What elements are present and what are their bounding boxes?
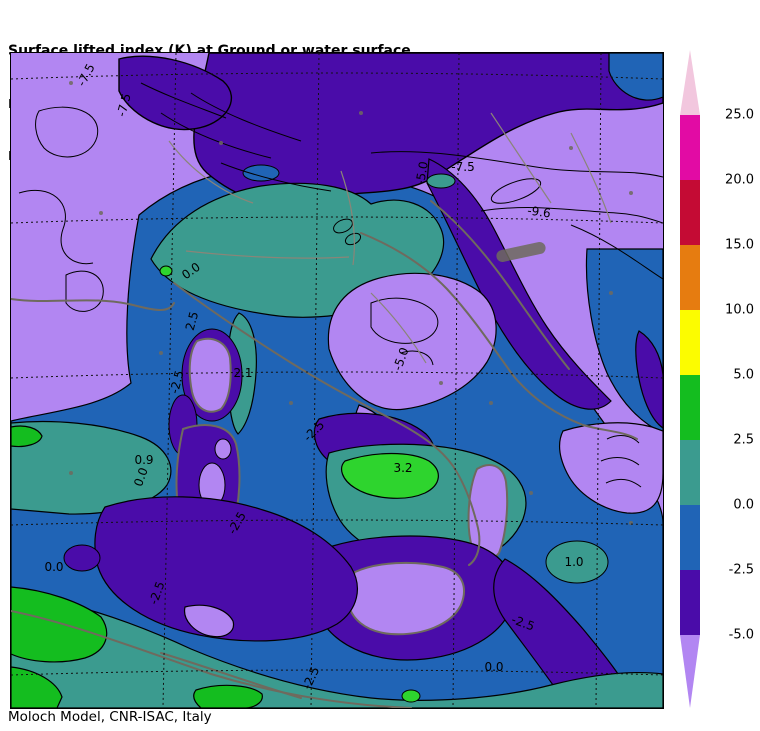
colorbar-tick-label: 5.0 <box>733 367 754 383</box>
region-blue-topright-corner <box>608 53 663 101</box>
colorbar-segment-0.0-2.5 <box>680 440 700 505</box>
credit-caption: Moloch Model, CNR-ISAC, Italy <box>8 709 212 725</box>
meridian-2 <box>310 53 320 708</box>
meridian-4 <box>595 53 602 708</box>
region-apulia-albania-lavender <box>558 422 663 514</box>
border-alps-west <box>168 140 254 204</box>
region-alps-blue-patch <box>242 164 280 182</box>
colorbar-segment-5.0-10.0 <box>680 310 700 375</box>
colorbar-tick-label: -2.5 <box>728 562 754 578</box>
region-green-left-edge <box>11 425 43 448</box>
contour-alps-noise <box>140 82 332 192</box>
colorbar-segment--2.5-0.0 <box>680 505 700 570</box>
coast-croatia <box>430 200 570 370</box>
region-alps-teal-patch-2 <box>426 173 456 189</box>
contour-nw-loop <box>35 106 99 158</box>
region-africa-teal-band <box>11 592 663 708</box>
colorbar-segment-20.0-25.0 <box>680 115 700 180</box>
contour-nw-wiggle <box>18 189 94 265</box>
contour-albania-noise <box>600 435 642 488</box>
colorbar-tick-label: 0.0 <box>733 497 754 513</box>
coast-africa <box>11 610 412 708</box>
coast-france <box>11 298 175 311</box>
region-green-africa-west <box>11 586 108 663</box>
colorbar-segment-15.0-20.0 <box>680 180 700 245</box>
coast-tunisia <box>160 652 302 699</box>
colorbar-tick-label: -5.0 <box>728 627 754 643</box>
meridian-3 <box>452 53 460 708</box>
parallel-1 <box>11 72 663 80</box>
colorbar-segment-above-25.0 <box>680 50 700 115</box>
border-balkan-1 <box>490 112 552 204</box>
colorbar-segment-2.5-5.0 <box>680 375 700 440</box>
colorbar-tick-label: 25.0 <box>725 107 754 123</box>
contour-apennine-inner <box>370 297 439 344</box>
region-genoa-green-dot <box>159 265 173 277</box>
region-sardinia-lavender-patch-2 <box>214 438 232 460</box>
contour-balkan-75 <box>370 151 663 178</box>
region-green-dot-south <box>401 689 421 703</box>
region-southeast-indigo-band <box>493 558 638 708</box>
region-green-blob-3-2 <box>341 452 439 499</box>
border-central-italy <box>370 292 427 364</box>
contour-ring-adriatic-2 <box>344 232 362 246</box>
inland-borders <box>168 112 612 364</box>
region-green-corner <box>11 666 63 708</box>
colorbar-segment-below--5.0 <box>680 635 700 708</box>
contour-apennine-inner-2 <box>400 350 434 366</box>
colorbar-tick-label: 20.0 <box>725 172 754 188</box>
contour-nw-loop-2 <box>65 270 104 312</box>
coast-italy-west <box>173 282 481 566</box>
parallel-4 <box>11 519 663 526</box>
coast-italy-east <box>360 232 638 440</box>
border-po-valley <box>185 250 350 259</box>
colorbar-svg <box>680 50 700 708</box>
contour-lines <box>18 82 663 488</box>
border-balkan-2 <box>570 132 612 224</box>
coastlines <box>11 200 638 708</box>
colorbar-tick-label: 10.0 <box>725 302 754 318</box>
colorbar-ticks: 25.0 20.0 15.0 10.0 5.0 2.5 0.0 -2.5 -5.0 <box>708 50 754 708</box>
speck-balkan-pill <box>496 242 546 262</box>
meridian-1 <box>162 53 177 708</box>
colorbar-segment-10.0-15.0 <box>680 245 700 310</box>
region-dinaric-indigo <box>426 158 612 410</box>
parallel-5 <box>11 669 663 676</box>
region-green-tunisia <box>193 684 263 708</box>
region-ionian-teal-1-0 <box>545 540 609 584</box>
map-specks <box>69 81 633 525</box>
contour-balkan-96 <box>480 207 663 224</box>
colorbar-tick-label: 15.0 <box>725 237 754 253</box>
parallel-2 <box>11 216 663 224</box>
parallel-3 <box>11 371 663 379</box>
region-southwest-indigo <box>94 496 358 642</box>
filled-regions <box>11 53 663 708</box>
contour-balkan-low <box>570 224 663 280</box>
region-corsica <box>188 337 232 413</box>
colorbar-tick-label: 2.5 <box>733 432 754 448</box>
graticule <box>11 53 663 708</box>
border-alps-east <box>340 170 355 266</box>
contour-balkan-ring <box>490 178 542 204</box>
region-calabria-lavender <box>467 464 509 562</box>
region-right-edge-indigo <box>635 330 663 429</box>
colorbar-segment--5.0--2.5 <box>680 570 700 635</box>
map-svg <box>11 53 663 708</box>
region-small-indigo-blob <box>63 544 101 572</box>
forecast-map: -7.5 -7.5 -7.5 -9.6 -5.0 0.0 2.5 -2.5 2.1 -5.0 -2.… <box>10 52 664 709</box>
region-alps-indigo-band <box>193 53 663 206</box>
contour-ring-adriatic-1 <box>333 218 353 234</box>
region-lavender-wedge-tunisia <box>183 604 235 638</box>
